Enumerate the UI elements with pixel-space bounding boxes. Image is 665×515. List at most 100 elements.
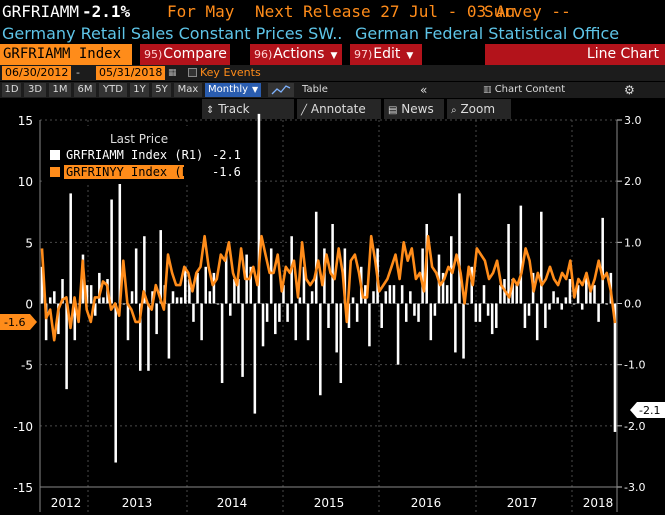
bar: [499, 285, 502, 304]
calendar-icon[interactable]: ▦: [168, 68, 177, 78]
right-tick-label: 3.0: [624, 114, 642, 127]
bar: [347, 303, 351, 328]
bar: [44, 303, 48, 341]
bar: [454, 303, 457, 353]
bar: [535, 303, 539, 341]
bar: [122, 303, 126, 305]
x-tick-label: 2018: [583, 496, 614, 510]
bar: [515, 285, 519, 304]
axes: 15 10 5 0 -5 -10 -15 3.0 2.0 1.0 0.0 -1.0 -2.0 -3.0 20…: [13, 114, 645, 512]
left-tick-label: 10: [18, 175, 33, 189]
news-button[interactable]: ▤ News: [384, 99, 444, 119]
compare-button[interactable]: 95)Compare: [140, 44, 230, 65]
right-tick-label: 0.0: [624, 298, 642, 311]
period-6m[interactable]: 6M: [74, 83, 96, 97]
bar: [48, 297, 52, 304]
annotate-label: Annotate: [310, 102, 366, 116]
zoom-icon: ⌕: [451, 105, 457, 116]
left-tick-label: 15: [18, 114, 33, 128]
bar: [179, 297, 183, 304]
zoom-button[interactable]: ⌕ Zoom: [447, 99, 511, 119]
period-ytd[interactable]: YTD: [99, 83, 127, 97]
bar: [294, 303, 298, 341]
compare-num: 95): [144, 48, 163, 61]
bar: [278, 303, 281, 322]
function-toolbar: GRFRIAMM Index 95)Compare 96)Actions ▼ 97…: [0, 44, 665, 65]
edit-num: 97): [354, 48, 373, 61]
last-value-right: -2.1: [639, 404, 660, 417]
key-events-checkbox[interactable]: [188, 68, 197, 77]
period-max[interactable]: Max: [174, 83, 202, 97]
bar: [61, 279, 64, 304]
date-range-row: 06/30/2012 - 05/31/2018 ▦ Key Events: [0, 65, 665, 81]
zoom-label: Zoom: [460, 102, 496, 116]
bar: [261, 303, 265, 347]
bar: [400, 285, 404, 304]
table-button[interactable]: Table: [302, 84, 328, 95]
end-date-field[interactable]: 05/31/2018: [96, 66, 166, 80]
bar: [188, 279, 191, 304]
bar: [339, 303, 343, 384]
actions-dropdown-icon: ▼: [330, 51, 338, 61]
right-tick-label: -2.0: [624, 420, 645, 433]
bar: [114, 303, 117, 463]
period-1y[interactable]: 1Y: [130, 83, 149, 97]
source-label: German Federal Statistical Office: [355, 24, 620, 43]
bar: [73, 303, 77, 341]
bar: [527, 303, 531, 316]
bar: [429, 303, 433, 341]
bar: [220, 303, 224, 384]
bar: [200, 303, 203, 341]
bar: [580, 303, 584, 310]
ticker-label: GRFRIAMM: [2, 2, 80, 21]
left-tick-label: -15: [13, 481, 33, 495]
bar: [593, 285, 596, 304]
actions-button[interactable]: 96)Actions ▼: [250, 44, 342, 65]
ticker-field[interactable]: GRFRIAMM Index: [0, 44, 132, 65]
period-1d[interactable]: 1D: [2, 83, 21, 97]
bar: [138, 303, 142, 371]
x-tick-label: 2014: [217, 496, 248, 510]
actions-num: 96): [254, 48, 273, 61]
start-date-field[interactable]: 06/30/2012: [2, 66, 72, 80]
bar: [351, 297, 355, 304]
bar: [511, 279, 514, 304]
bar: [613, 303, 617, 432]
right-tick-label: 1.0: [624, 236, 642, 249]
bar: [421, 248, 424, 304]
track-icon: ⇕: [206, 105, 215, 116]
bar: [466, 303, 469, 305]
bar: [306, 303, 310, 341]
annotate-button[interactable]: ╱ Annotate: [297, 99, 381, 119]
bar: [552, 291, 555, 304]
line-chart-icon[interactable]: [268, 83, 294, 97]
last-value-tags: -1.6 -2.1: [0, 314, 665, 418]
gear-icon[interactable]: ⚙: [624, 83, 635, 97]
edit-dropdown-icon: ▼: [406, 51, 414, 61]
collapse-chevron-icon[interactable]: «: [420, 83, 428, 97]
bar: [384, 291, 388, 304]
news-icon: ▤: [388, 105, 398, 116]
bar: [110, 199, 113, 304]
chart-content-button[interactable]: ▥ Chart Content: [483, 83, 565, 97]
chart-type-label[interactable]: Line Chart: [485, 44, 665, 65]
period-3d[interactable]: 3D: [24, 83, 46, 97]
bar: [298, 297, 302, 304]
bar: [372, 291, 375, 304]
chart-legend: Last Price GRFRIAMM Index (R1) -2.1 GRFR…: [42, 126, 252, 184]
track-button[interactable]: ⇕ Track: [202, 99, 294, 119]
edit-button[interactable]: 97)Edit ▼: [350, 44, 422, 65]
frequency-select[interactable]: Monthly ▼: [205, 83, 261, 97]
bar: [274, 303, 277, 335]
bar: [184, 266, 187, 304]
period-1m[interactable]: 1M: [49, 83, 71, 97]
bar: [118, 181, 122, 304]
bar: [364, 285, 367, 304]
period-5y[interactable]: 5Y: [152, 83, 171, 97]
left-tick-label: -10: [13, 420, 33, 434]
bar: [53, 291, 56, 304]
bar: [208, 291, 212, 304]
legend-entry-2-highlight: [64, 165, 184, 179]
right-tick-label: 2.0: [624, 175, 642, 188]
